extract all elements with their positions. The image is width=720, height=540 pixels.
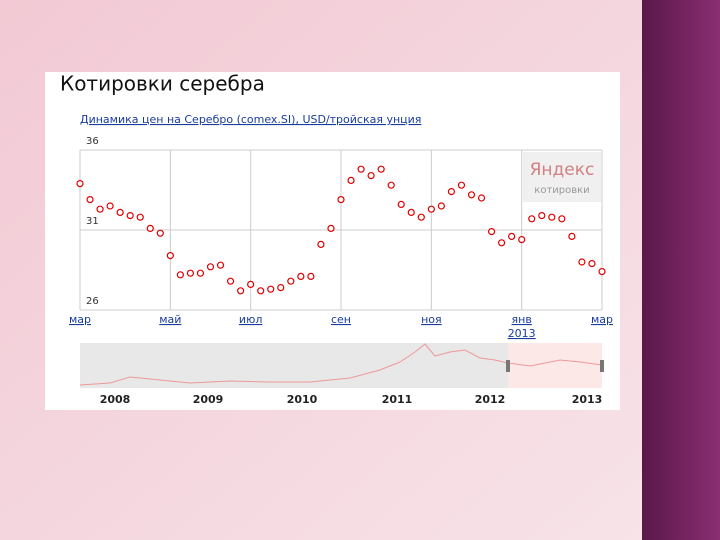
y-tick-label: 26 [86,296,99,307]
price-point [457,181,466,189]
navigator-year: 2009 [193,393,224,406]
navigator-year: 2013 [572,393,603,406]
page-title: Котировки серебра [60,72,265,96]
price-point [86,196,94,204]
x-tick-label: мар [69,313,91,326]
side-band [642,0,720,540]
price-point [588,260,596,268]
price-point [558,215,566,223]
price-point [237,287,245,295]
price-point [397,200,405,208]
navigator [79,343,604,388]
x-tick-label: ноя [421,313,442,326]
price-point [498,239,506,247]
price-point [528,215,536,223]
price-point [247,280,255,288]
price-point [357,165,365,173]
navigator-handle[interactable] [600,360,604,372]
price-point [106,202,114,210]
price-point [226,277,235,285]
price-point [427,205,435,213]
navigator-year: 2012 [475,393,506,406]
price-point [578,258,586,266]
price-point [297,272,305,280]
price-point [417,213,425,221]
x-tick-label: сен [331,313,351,326]
price-point [307,272,315,280]
price-point [196,269,205,277]
price-point [538,212,546,220]
price-point [347,176,355,184]
chart-title[interactable]: Динамика цен на Серебро (comex.SI), USD/… [80,113,421,126]
y-tick-label: 36 [86,136,99,147]
price-point [337,196,345,204]
price-point [257,287,265,295]
price-point [467,191,476,199]
price-point [76,180,84,188]
price-point [377,165,385,173]
navigator-range [80,343,508,388]
navigator-year: 2010 [287,393,318,406]
x-tick-label: янв [512,313,532,326]
price-point [407,208,415,216]
price-point [176,271,184,279]
price-point [146,224,154,232]
navigator-year: 2008 [100,393,131,406]
price-point [186,269,195,277]
price-point [568,232,576,240]
price-point [508,232,516,240]
navigator-selection[interactable] [508,343,602,388]
price-point [387,181,395,189]
year-label: 2013 [508,327,536,340]
price-point [136,213,144,221]
y-tick-label: 31 [86,216,99,227]
price-point [327,224,335,232]
price-point [116,208,124,216]
x-tick-label: май [159,313,181,326]
price-point [447,188,456,196]
x-tick-label: мар [591,313,613,326]
price-point [317,240,325,248]
price-point [548,213,556,221]
price-point [206,263,215,271]
logo-box [523,152,601,202]
price-point [477,194,486,202]
price-point [367,172,375,180]
logo-name: Яндекс [530,160,595,180]
price-point [287,277,295,285]
price-point [518,236,526,244]
price-point [277,284,285,292]
price-point [126,212,134,220]
navigator-handle[interactable] [506,360,510,372]
price-point [216,261,225,269]
price-point [598,268,606,276]
price-point [437,202,445,210]
x-tick-label: июл [239,313,262,326]
price-point [487,228,496,236]
navigator-line [79,343,603,386]
price-point [96,205,104,213]
logo-sub: котировки [534,185,589,196]
price-point [156,229,164,237]
price-point [166,252,174,260]
price-point [267,285,275,293]
navigator-year: 2011 [382,393,413,406]
